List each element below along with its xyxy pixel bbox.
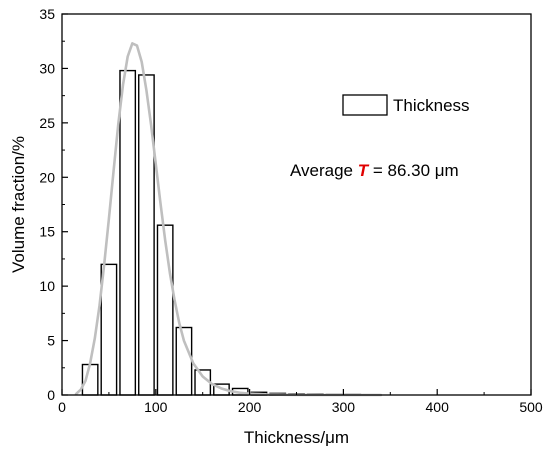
bars-layer [81, 69, 380, 396]
histogram-bar [100, 263, 118, 396]
annotation-symbol: T [358, 161, 370, 180]
x-tick-label: 100 [144, 399, 168, 415]
x-tick-label: 300 [332, 399, 356, 415]
average-annotation: Average T = 86.30 μm [290, 161, 459, 180]
x-tick-label: 0 [58, 399, 66, 415]
x-tick-label: 200 [238, 399, 262, 415]
x-axis-title: Thickness/μm [244, 428, 349, 447]
legend: Thickness [342, 94, 470, 116]
y-tick-label: 25 [39, 115, 55, 131]
annotation-suffix: = 86.30 μm [368, 161, 459, 180]
x-tick-label: 400 [426, 399, 450, 415]
y-tick-label: 35 [39, 6, 55, 22]
legend-label: Thickness [393, 96, 470, 115]
histogram-bar [156, 224, 174, 396]
y-axis-title: Volume fraction/% [9, 136, 28, 273]
y-tick-label: 15 [39, 224, 55, 240]
legend-swatch [342, 94, 388, 116]
x-tick-label: 500 [519, 399, 543, 415]
y-tick-label: 20 [39, 169, 55, 185]
annotation-prefix: Average [290, 161, 358, 180]
y-tick-label: 30 [39, 60, 55, 76]
histogram-bar [119, 69, 137, 396]
y-tick-label: 10 [39, 278, 55, 294]
y-tick-label: 0 [47, 387, 55, 403]
ticks-layer: 0 100 200 300 400 500 0 5 10 15 20 25 30 35 [39, 6, 542, 415]
y-tick-label: 5 [47, 333, 55, 349]
